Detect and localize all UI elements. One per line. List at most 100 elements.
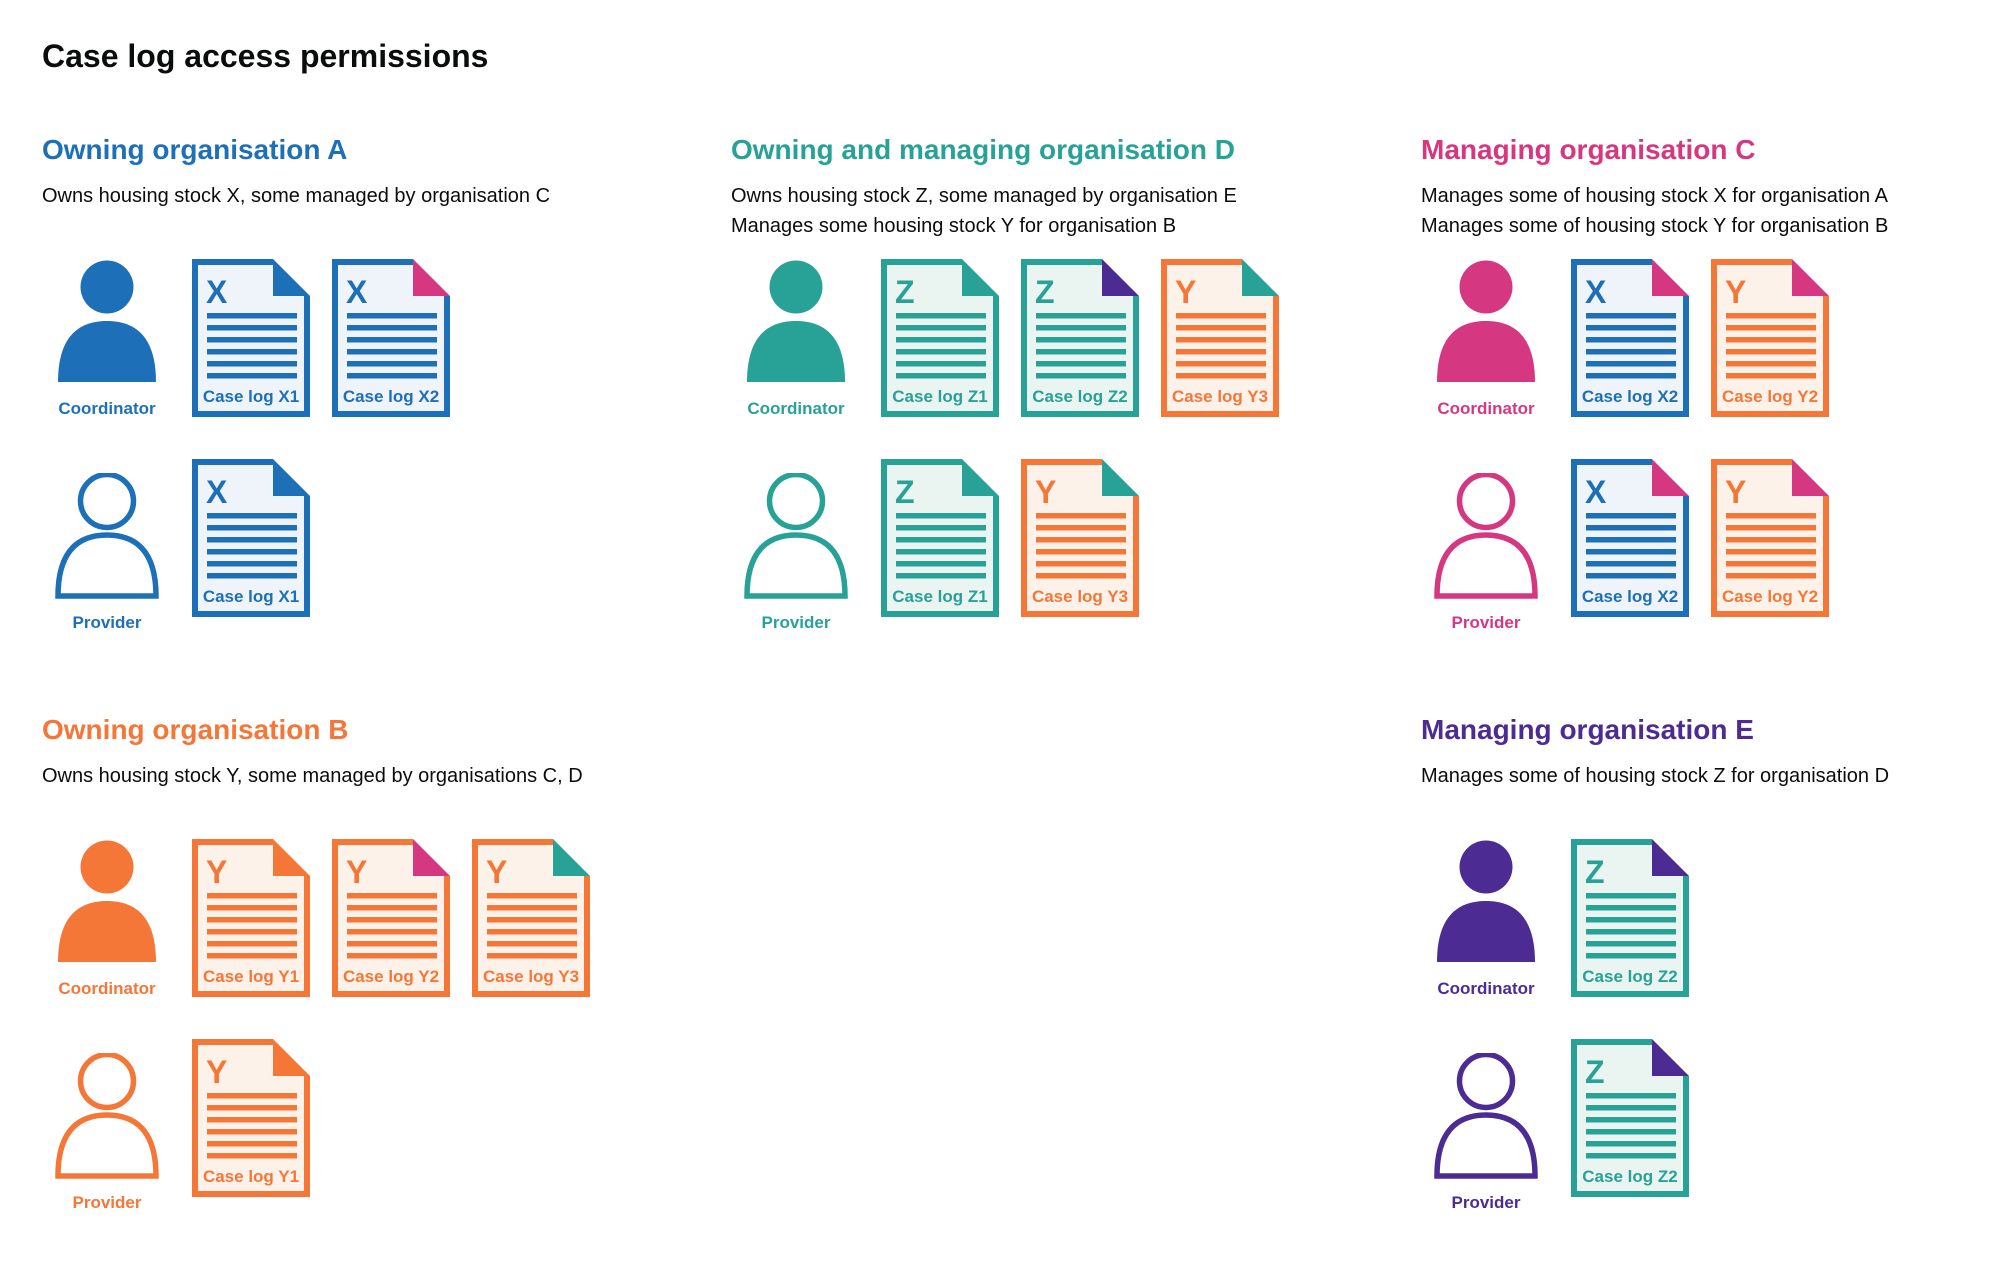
doc-case-log-x2: X Case log X2 [1571,459,1691,617]
section-owning-and-managing-organisation-d: Owning and managing organisation D Owns h… [731,133,1421,713]
doc-case-log-y3: Y Case log Y3 [1021,459,1141,617]
case-log-document-icon: Z Case log Z2 [1571,839,1689,997]
person-role-label: Coordinator [58,399,156,418]
doc-case-log-z2: Z Case log Z2 [1021,259,1141,417]
provider-figure: Provider [42,459,172,633]
doc-case-log-y2: Y Case log Y2 [332,839,452,997]
provider-person-icon [55,1053,159,1179]
svg-text:Case log Y2: Case log Y2 [1722,587,1818,606]
section-heading: Owning organisation A [42,134,348,165]
person-role-label: Provider [1451,613,1521,632]
svg-text:Case log Y2: Case log Y2 [343,967,439,986]
person-role-label: Provider [761,613,831,632]
case-log-document-icon: Y Case log Y3 [1161,259,1279,417]
folded-corner [1652,1039,1689,1076]
case-log-document-icon: Z Case log Z1 [881,459,999,617]
doc-case-log-z2: Z Case log Z2 [1571,1039,1691,1197]
person-role-label: Coordinator [1437,399,1535,418]
svg-text:Case log Y3: Case log Y3 [1032,587,1128,606]
svg-text:Y: Y [1175,274,1196,310]
doc-case-log-y2: Y Case log Y2 [1711,459,1831,617]
svg-text:X: X [1585,474,1607,510]
provider-person-icon [1434,1053,1538,1179]
provider-person-icon [744,473,848,599]
svg-text:Case log X1: Case log X1 [203,387,299,406]
svg-text:Case log Y3: Case log Y3 [1172,387,1268,406]
doc-case-log-y1: Y Case log Y1 [192,839,312,997]
provider-figure: Provider [1421,1039,1551,1213]
folded-corner [273,459,310,496]
doc-case-log-y3: Y Case log Y3 [472,839,592,997]
coordinator-person-icon [1437,260,1535,382]
case-log-document-icon: Y Case log Y2 [1711,459,1829,617]
section-owning-organisation-b: Owning organisation B Owns housing stock … [42,713,731,1253]
doc-case-log-y2: Y Case log Y2 [1711,259,1831,417]
person-role-label: Coordinator [747,399,845,418]
svg-text:Case log Z2: Case log Z2 [1032,387,1127,406]
description-line: Manages some of housing stock X for orga… [1421,185,1888,207]
section-description: Manages some of housing stock Z for orga… [1421,761,2000,825]
svg-text:Case log Y1: Case log Y1 [203,1167,299,1186]
doc-case-log-z2: Z Case log Z2 [1571,839,1691,997]
description-line: Owns housing stock X, some managed by or… [42,185,551,207]
folded-corner [1102,259,1139,296]
folded-corner [413,839,450,876]
description-line: Owns housing stock Z, some managed by or… [731,185,1237,207]
section-owning-organisation-a: Owning organisation A Owns housing stock … [42,133,731,713]
svg-text:Case log Z1: Case log Z1 [892,587,987,606]
section-description: Manages some of housing stock X for orga… [1421,181,2000,245]
doc-case-log-z1: Z Case log Z1 [881,259,1001,417]
folded-corner [273,1039,310,1076]
provider-figure: Provider [42,1039,172,1213]
folded-corner [1652,459,1689,496]
folded-corner [553,839,590,876]
svg-text:Y: Y [1725,274,1746,310]
folded-corner [1792,459,1829,496]
case-log-document-icon: X Case log X2 [332,259,450,417]
case-log-document-icon: Y Case log Y2 [332,839,450,997]
person-role-label: Provider [72,1193,142,1212]
svg-text:Y: Y [1725,474,1746,510]
owning-organisation-a-coordinator-row: Coordinator X Case log X1 X Case log X2 [42,259,731,419]
svg-text:Y: Y [486,854,507,890]
svg-text:Y: Y [346,854,367,890]
svg-text:Case log X2: Case log X2 [1582,387,1678,406]
description-line: Owns housing stock Y, some managed by or… [42,765,583,787]
case-log-document-icon: Z Case log Z2 [1021,259,1139,417]
svg-text:Case log X1: Case log X1 [203,587,299,606]
section-description: Owns housing stock Y, some managed by or… [42,761,731,825]
section-heading: Managing organisation E [1421,714,1754,745]
coordinator-person-icon [747,260,845,382]
svg-text:Case log Z2: Case log Z2 [1582,967,1677,986]
person-role-label: Coordinator [1437,979,1535,998]
owning-organisation-b-coordinator-row: Coordinator Y Case log Y1 Y Case log Y2 … [42,839,731,999]
case-log-document-icon: Y Case log Y1 [192,1039,310,1197]
svg-text:Case log Z1: Case log Z1 [892,387,987,406]
doc-case-log-y3: Y Case log Y3 [1161,259,1281,417]
coordinator-figure: Coordinator [42,259,172,419]
case-log-document-icon: Y Case log Y2 [1711,259,1829,417]
page-title: Case log access permissions [42,38,489,74]
case-log-document-icon: X Case log X1 [192,259,310,417]
provider-figure: Provider [1421,459,1551,633]
managing-organisation-c-coordinator-row: Coordinator X Case log X2 Y Case log Y2 [1421,259,2000,419]
svg-text:X: X [1585,274,1607,310]
folded-corner [1242,259,1279,296]
owning-organisation-a-provider-row: Provider X Case log X1 [42,459,731,633]
folded-corner [1792,259,1829,296]
managing-organisation-e-provider-row: Provider Z Case log Z2 [1421,1039,2000,1213]
owning-organisation-b-provider-row: Provider Y Case log Y1 [42,1039,731,1213]
case-log-document-icon: Z Case log Z2 [1571,1039,1689,1197]
folded-corner [413,259,450,296]
coordinator-figure: Coordinator [1421,259,1551,419]
doc-case-log-y1: Y Case log Y1 [192,1039,312,1197]
svg-text:X: X [206,474,228,510]
svg-text:Case log Y3: Case log Y3 [483,967,579,986]
svg-text:Y: Y [206,1054,227,1090]
section-managing-organisation-e: Managing organisation E Manages some of h… [1421,713,2000,1253]
svg-text:X: X [206,274,228,310]
svg-text:Z: Z [1035,274,1055,310]
svg-text:Case log X2: Case log X2 [343,387,439,406]
owning-and-managing-organisation-d-coordinator-row: Coordinator Z Case log Z1 Z Case log Z2 … [731,259,1421,419]
description-line: Manages some of housing stock Z for orga… [1421,765,1890,787]
